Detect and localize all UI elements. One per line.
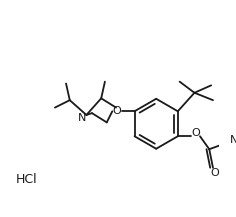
Text: N: N [230, 135, 236, 145]
Text: O: O [191, 128, 200, 138]
Text: O: O [113, 106, 121, 116]
Text: HCl: HCl [16, 173, 38, 186]
Text: N: N [78, 113, 86, 123]
Text: O: O [211, 168, 219, 178]
